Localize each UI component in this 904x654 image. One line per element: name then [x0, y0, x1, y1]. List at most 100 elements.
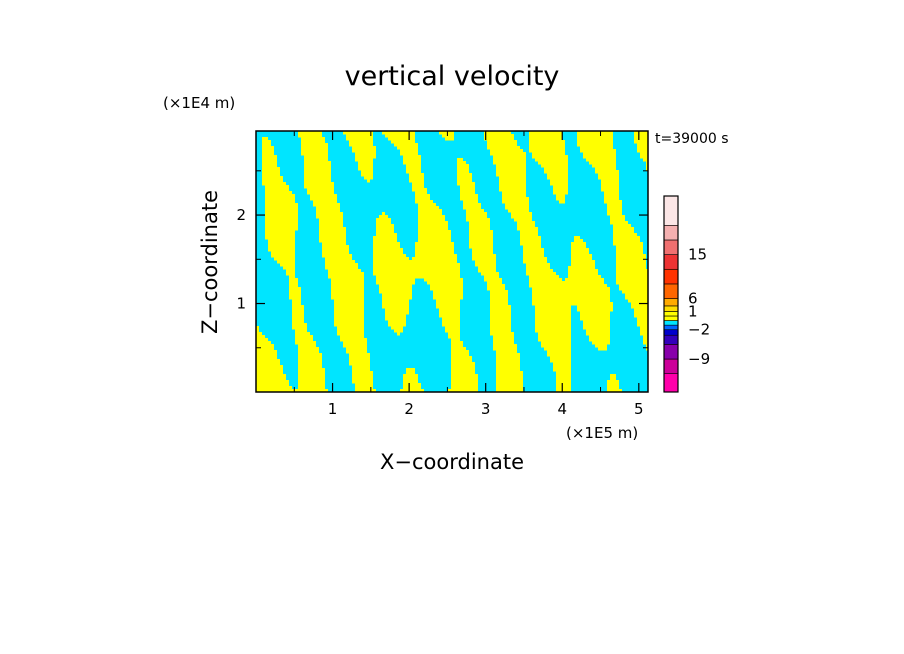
positive-velocity-cell: [571, 242, 586, 246]
positive-velocity-cell: [535, 326, 571, 330]
positive-velocity-cell: [298, 356, 322, 360]
positive-velocity-cell: [646, 164, 648, 168]
positive-velocity-cell: [460, 197, 478, 201]
positive-velocity-cell: [289, 287, 301, 291]
positive-velocity-cell: [646, 344, 648, 348]
positive-velocity-cell: [487, 287, 505, 291]
positive-velocity-cell: [256, 365, 283, 369]
x-tick-label: 4: [557, 400, 567, 418]
positive-velocity-cell: [256, 368, 283, 372]
positive-velocity-cell: [298, 383, 325, 387]
colorbar-segment: [663, 315, 679, 321]
positive-velocity-cell: [547, 173, 568, 177]
colorbar-segment: [663, 305, 679, 312]
positive-velocity-cell: [406, 167, 421, 171]
positive-velocity-cell: [463, 206, 481, 210]
positive-velocity-cell: [532, 299, 610, 303]
time-label: t=39000 s: [655, 131, 729, 147]
positive-velocity-cell: [484, 134, 514, 138]
positive-velocity-cell: [442, 323, 460, 327]
positive-velocity-cell: [577, 143, 613, 147]
positive-velocity-cell: [616, 275, 648, 279]
positive-velocity-cell: [640, 155, 648, 159]
positive-velocity-cell: [604, 197, 619, 201]
positive-velocity-cell: [349, 359, 370, 363]
positive-velocity-cell: [616, 278, 648, 282]
positive-velocity-cell: [265, 206, 298, 210]
positive-velocity-cell: [265, 188, 289, 192]
positive-velocity-cell: [352, 374, 373, 378]
positive-velocity-cell: [619, 287, 648, 291]
positive-velocity-cell: [568, 275, 601, 279]
positive-velocity-cell: [301, 140, 325, 144]
positive-velocity-cell: [265, 236, 295, 240]
positive-velocity-cell: [256, 356, 277, 360]
positive-velocity-cell: [292, 323, 307, 327]
x-axis: 1 2 3 4 5: [293, 131, 644, 418]
positive-velocity-cell: [610, 215, 625, 219]
positive-velocity-cell: [379, 284, 412, 288]
positive-velocity-cell: [580, 311, 610, 315]
positive-velocity-cell: [643, 335, 648, 339]
positive-velocity-cell: [463, 200, 478, 204]
positive-velocity-cell: [298, 374, 325, 378]
positive-velocity-cell: [577, 140, 613, 144]
positive-velocity-cell: [304, 185, 334, 189]
positive-velocity-cell: [466, 215, 487, 219]
positive-velocity-cell: [469, 221, 490, 225]
colorbar-segment: [663, 254, 679, 270]
positive-velocity-cell: [406, 164, 421, 168]
colorbar-tick-label: 6: [688, 290, 698, 308]
positive-velocity-cell: [556, 377, 571, 381]
positive-velocity-cell: [451, 377, 478, 381]
positive-velocity-cell: [361, 173, 373, 177]
positive-velocity-cell: [268, 242, 295, 246]
positive-velocity-cell: [337, 332, 364, 336]
positive-velocity-cell: [271, 251, 295, 255]
positive-velocity-cell: [355, 386, 373, 390]
positive-velocity-cell: [553, 362, 571, 366]
positive-velocity-cell: [334, 305, 364, 309]
positive-velocity-cell: [544, 167, 568, 171]
z-tick-label: 2: [236, 206, 246, 224]
positive-velocity-cell: [424, 278, 463, 282]
positive-velocity-cell: [586, 332, 610, 336]
positive-velocity-cell: [556, 383, 571, 387]
positive-velocity-cell: [571, 251, 589, 255]
positive-velocity-cell: [523, 248, 544, 252]
positive-velocity-cell: [286, 272, 295, 276]
positive-velocity-cell: [502, 191, 526, 195]
positive-velocity-cell: [346, 134, 373, 138]
positive-velocity-cell: [388, 323, 406, 327]
positive-velocity-cell: [496, 380, 523, 384]
positive-velocity-cell: [583, 155, 616, 159]
positive-velocity-cell: [484, 275, 499, 279]
positive-velocity-cell: [640, 326, 648, 330]
positive-velocity-cell: [619, 284, 648, 288]
positive-velocity-cell: [646, 347, 648, 351]
x-tick-label: 3: [481, 400, 491, 418]
positive-velocity-cell: [640, 332, 648, 336]
colorbar-segment: [663, 268, 679, 285]
positive-velocity-cell: [418, 203, 436, 207]
positive-velocity-cell: [310, 197, 337, 201]
positive-velocity-cell: [490, 320, 511, 324]
positive-velocity-cell: [496, 362, 520, 366]
positive-velocity-cell: [322, 251, 349, 255]
positive-velocity-cell: [325, 257, 352, 261]
positive-velocity-cell: [382, 296, 412, 300]
positive-velocity-cell: [322, 242, 346, 246]
positive-velocity-cell: [517, 227, 538, 231]
positive-velocity-cell: [535, 323, 571, 327]
positive-velocity-cell: [388, 137, 415, 141]
positive-velocity-cell: [256, 335, 265, 339]
positive-velocity-cell: [295, 332, 310, 336]
positive-velocity-cell: [457, 158, 463, 162]
positive-velocity-cell: [325, 260, 355, 264]
positive-velocity-cell: [373, 251, 403, 255]
positive-velocity-cell: [505, 206, 529, 210]
positive-velocity-cell: [304, 170, 331, 174]
positive-velocity-cell: [607, 206, 622, 210]
positive-velocity-cell: [436, 302, 460, 306]
z-tick-label: 1: [236, 295, 246, 313]
